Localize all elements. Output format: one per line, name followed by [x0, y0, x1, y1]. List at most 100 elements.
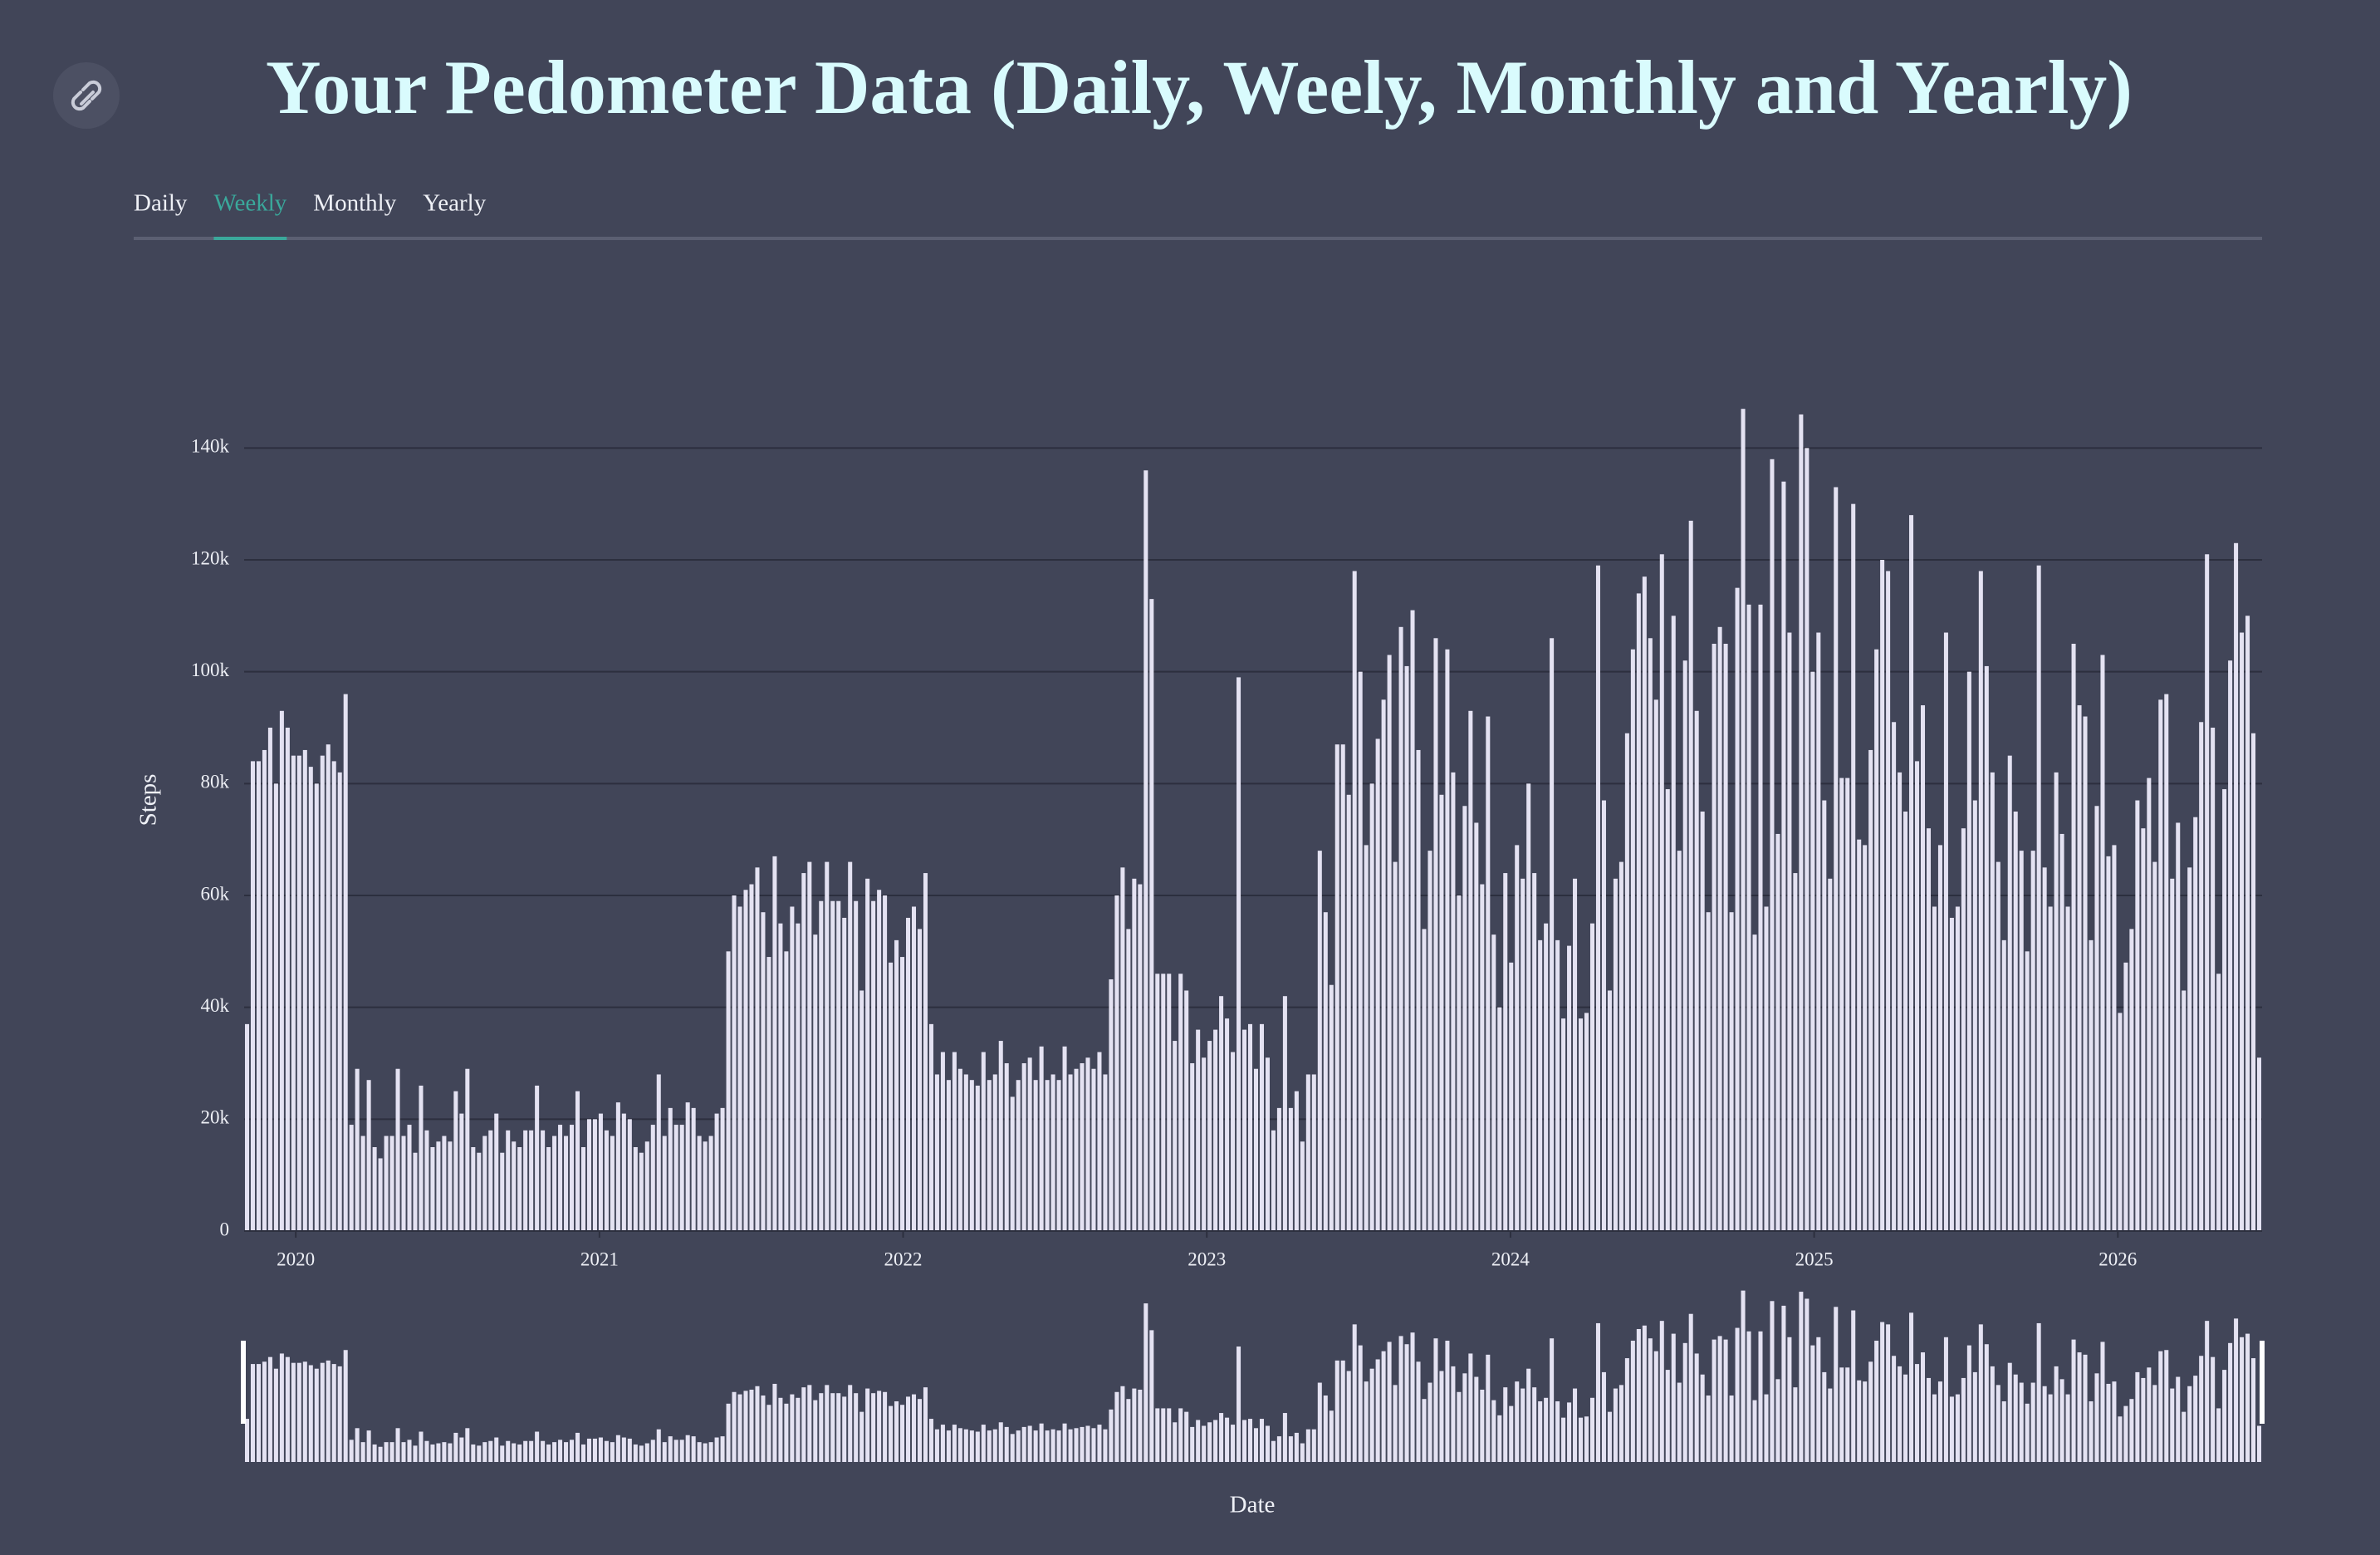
navigator-bar [1340, 1360, 1345, 1462]
bar [1886, 571, 1891, 1231]
bar [1880, 560, 1885, 1231]
bar [1932, 906, 1937, 1231]
navigator-bar [1966, 1345, 1971, 1462]
navigator-bar [1062, 1423, 1067, 1462]
navigator-bar [1294, 1432, 1299, 1462]
navigator-bar [1886, 1324, 1891, 1462]
bar [395, 1068, 400, 1231]
bar [2094, 806, 2099, 1231]
navigator-bar [1932, 1394, 1937, 1462]
navigator-bar [1943, 1337, 1948, 1462]
navigator-bar [923, 1387, 928, 1462]
navigator-bar [1926, 1377, 1932, 1462]
navigator-bar [697, 1442, 702, 1462]
link-icon [71, 80, 102, 111]
bar [1010, 1096, 1015, 1231]
bar [2187, 867, 2192, 1231]
bar [1712, 644, 1716, 1231]
navigator-bar [2054, 1366, 2059, 1462]
navigator-bar [992, 1429, 997, 1462]
brush-handle[interactable] [241, 1341, 246, 1424]
bar [1555, 939, 1560, 1231]
bar [1074, 1068, 1079, 1231]
bar [1305, 1074, 1310, 1231]
navigator-bar [2141, 1377, 2146, 1462]
bar [2036, 565, 2041, 1231]
bar [424, 1130, 429, 1231]
navigator-bar [471, 1444, 476, 1462]
navigator-bar [703, 1443, 708, 1462]
navigator-bar [2158, 1351, 2163, 1462]
navigator-bar [1671, 1333, 1676, 1462]
bar [1491, 934, 1496, 1231]
navigator-bar [564, 1442, 569, 1462]
bar [2129, 929, 2134, 1231]
bar [256, 761, 261, 1231]
bar [1920, 705, 1926, 1231]
navigator-bar [1323, 1395, 1328, 1462]
bar [1630, 649, 1635, 1231]
navigator-bar [1433, 1338, 1438, 1462]
bar [1607, 990, 1612, 1231]
navigator-bar [2094, 1373, 2099, 1462]
bar [1915, 761, 1920, 1231]
navigator-bar [1573, 1388, 1578, 1462]
navigator-bar [813, 1400, 818, 1462]
navigator-bar [1276, 1436, 1281, 1462]
tab[interactable]: Monthly [313, 190, 396, 217]
bar [726, 951, 731, 1231]
bar [1573, 878, 1578, 1231]
navigator-bar [2019, 1382, 2024, 1462]
tab[interactable]: Weekly [213, 190, 286, 217]
bar [1700, 812, 1705, 1231]
bar [2176, 822, 2181, 1231]
bar [1422, 929, 1427, 1231]
bar [1334, 744, 1339, 1231]
bar [1984, 665, 1989, 1231]
navigator-bar [1630, 1341, 1635, 1462]
navigator-bar [656, 1429, 661, 1462]
navigator-bar [900, 1405, 905, 1462]
bar [1358, 671, 1363, 1231]
navigator-bar [2089, 1401, 2094, 1462]
bar [1190, 1063, 1195, 1231]
navigator-bar [917, 1399, 923, 1462]
navigator-bar [732, 1391, 737, 1462]
bar [308, 767, 313, 1231]
navigator-bar [1799, 1292, 1804, 1462]
navigator-bar [1155, 1408, 1160, 1462]
brush-handle[interactable] [2260, 1341, 2265, 1424]
navigator-bar [1729, 1395, 1734, 1462]
navigator-bar [1996, 1385, 2000, 1462]
bar [2182, 990, 2187, 1231]
bar [2170, 878, 2175, 1231]
navigator-bar [790, 1394, 795, 1462]
bar [1584, 1013, 1589, 1231]
bar [992, 1074, 997, 1231]
bar [320, 755, 325, 1231]
navigator-bar [1550, 1338, 1555, 1462]
navigator-bar [1828, 1388, 1833, 1462]
bar [372, 1147, 377, 1231]
navigator-bar [1190, 1426, 1195, 1462]
navigator-bar [772, 1383, 777, 1462]
tab[interactable]: Yearly [423, 190, 486, 217]
navigator-bar [1717, 1336, 1722, 1462]
link-button[interactable] [53, 62, 120, 129]
bar [1161, 974, 1166, 1231]
navigator-bar [2135, 1371, 2140, 1462]
bar [743, 890, 748, 1231]
navigator-bar [1880, 1322, 1885, 1462]
navigator-bar [1231, 1425, 1236, 1462]
navigator-bar [883, 1391, 888, 1462]
bar [1659, 554, 1664, 1231]
navigator-bar [1990, 1366, 1995, 1462]
bar [1799, 414, 1804, 1231]
y-tick-label: 120k [191, 547, 230, 568]
tab[interactable]: Daily [134, 190, 188, 217]
bar [1898, 772, 1903, 1231]
navigator-bar [1805, 1298, 1809, 1462]
bar [541, 1130, 546, 1231]
navigator-bar [2007, 1362, 2012, 1462]
